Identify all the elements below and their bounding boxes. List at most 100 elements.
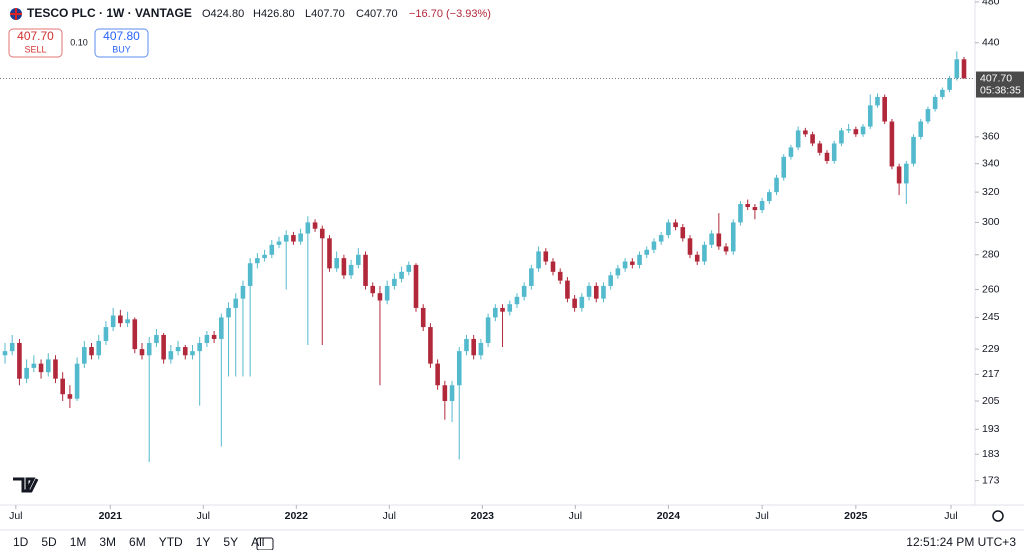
candle-body bbox=[730, 222, 736, 252]
y-tick-label: 340 bbox=[982, 157, 1000, 169]
candle-body bbox=[831, 143, 837, 161]
candle-body bbox=[565, 280, 570, 299]
candle-body bbox=[803, 130, 808, 135]
x-tick-label: 2023 bbox=[471, 510, 495, 522]
y-tick-label: 193 bbox=[982, 423, 1000, 435]
candle-body bbox=[45, 359, 51, 373]
candle-body bbox=[478, 342, 484, 356]
candle-body bbox=[723, 246, 729, 252]
symbol: TESCO PLC · 1W · VANTAGE bbox=[27, 6, 192, 20]
candle-body bbox=[211, 334, 217, 339]
candle-body bbox=[947, 78, 952, 90]
candle-body bbox=[464, 338, 469, 352]
candle-body bbox=[550, 261, 556, 272]
range-button[interactable]: YTD bbox=[159, 535, 183, 549]
candle-body bbox=[276, 241, 282, 245]
candle-body bbox=[557, 271, 563, 281]
tv-logo bbox=[13, 477, 39, 493]
candle-body bbox=[31, 363, 37, 368]
candle-body bbox=[269, 244, 275, 255]
candle-body bbox=[53, 359, 58, 379]
candle-body bbox=[637, 254, 642, 265]
sell-button[interactable] bbox=[8, 28, 63, 58]
candle-body bbox=[788, 147, 794, 157]
candle-body bbox=[485, 317, 491, 343]
range-button[interactable]: 5Y bbox=[223, 535, 238, 549]
candle-body bbox=[2, 351, 8, 356]
candle-body bbox=[413, 264, 419, 308]
range-button[interactable]: 1D bbox=[13, 535, 29, 549]
range-button[interactable]: 1M bbox=[70, 535, 87, 549]
y-tick-label: 173 bbox=[982, 474, 1000, 486]
candle-body bbox=[738, 204, 743, 223]
candle-body bbox=[219, 317, 224, 339]
candle-body bbox=[867, 105, 873, 127]
candle-body bbox=[139, 349, 145, 356]
candle-body bbox=[932, 96, 938, 110]
y-tick-label: 245 bbox=[982, 311, 1000, 323]
candle-body bbox=[795, 130, 801, 148]
candle-body bbox=[38, 363, 44, 373]
candle-body bbox=[521, 285, 527, 297]
buy-button[interactable] bbox=[94, 28, 149, 58]
candle-body bbox=[204, 334, 210, 343]
candle-body bbox=[507, 304, 513, 312]
countdown: 05:38:35 bbox=[980, 84, 1021, 96]
ohlc-close: C407.70 bbox=[356, 8, 398, 20]
flag-cross bbox=[10, 8, 22, 20]
candle-body bbox=[810, 134, 815, 144]
range-button[interactable]: 1Y bbox=[196, 535, 211, 549]
candle-body bbox=[911, 136, 916, 164]
candle-body bbox=[103, 327, 109, 341]
range-button[interactable]: All bbox=[251, 535, 264, 549]
candle-body bbox=[283, 235, 289, 242]
candle-body bbox=[572, 298, 577, 308]
candle-body bbox=[89, 347, 94, 356]
candle-body bbox=[262, 254, 267, 259]
candle-body bbox=[406, 264, 412, 272]
candle-body bbox=[622, 261, 628, 269]
candle-body bbox=[356, 254, 361, 265]
candle-body bbox=[226, 307, 231, 318]
candle-body bbox=[918, 121, 924, 137]
candle-body bbox=[904, 163, 909, 184]
candle-body bbox=[168, 351, 174, 360]
range-button[interactable]: 3M bbox=[99, 535, 116, 549]
y-tick-label: 183 bbox=[982, 448, 1000, 460]
candle-body bbox=[846, 129, 851, 131]
candle-body bbox=[384, 285, 390, 301]
range-button[interactable]: 6M bbox=[129, 535, 146, 549]
candle-body bbox=[601, 285, 606, 299]
candle-body bbox=[687, 238, 693, 255]
candle-body bbox=[752, 207, 758, 211]
candle-body bbox=[579, 296, 585, 308]
x-tick-label: Jul bbox=[383, 510, 396, 522]
candle-body bbox=[860, 126, 866, 135]
y-tick-label: 205 bbox=[982, 395, 1000, 407]
x-tick-label: Jul bbox=[9, 510, 22, 522]
calendar-icon[interactable] bbox=[256, 537, 274, 550]
candle-body bbox=[110, 315, 116, 328]
candle-body bbox=[67, 394, 73, 399]
x-tick-label: 2024 bbox=[657, 510, 681, 522]
candle-body bbox=[17, 342, 22, 379]
candle-body bbox=[680, 227, 686, 239]
candle-body bbox=[377, 293, 383, 301]
ohlc-high: H426.80 bbox=[253, 8, 295, 20]
candle-body bbox=[82, 347, 87, 364]
sell-label: SELL bbox=[24, 44, 46, 54]
candle-body bbox=[182, 347, 188, 356]
y-tick-label: 280 bbox=[982, 249, 1000, 261]
last-price: 407.70 bbox=[980, 72, 1012, 84]
candle-body bbox=[658, 235, 664, 242]
candle-body bbox=[60, 378, 65, 395]
candle-body bbox=[341, 258, 347, 276]
candle-body bbox=[435, 363, 440, 386]
candle-body bbox=[319, 228, 325, 239]
candle-body bbox=[817, 143, 823, 153]
candle-body bbox=[449, 385, 455, 402]
candle-body bbox=[875, 96, 880, 106]
settings-icon[interactable] bbox=[992, 510, 1004, 522]
range-button[interactable]: 5D bbox=[41, 535, 57, 549]
sell-price: 407.70 bbox=[17, 29, 54, 43]
